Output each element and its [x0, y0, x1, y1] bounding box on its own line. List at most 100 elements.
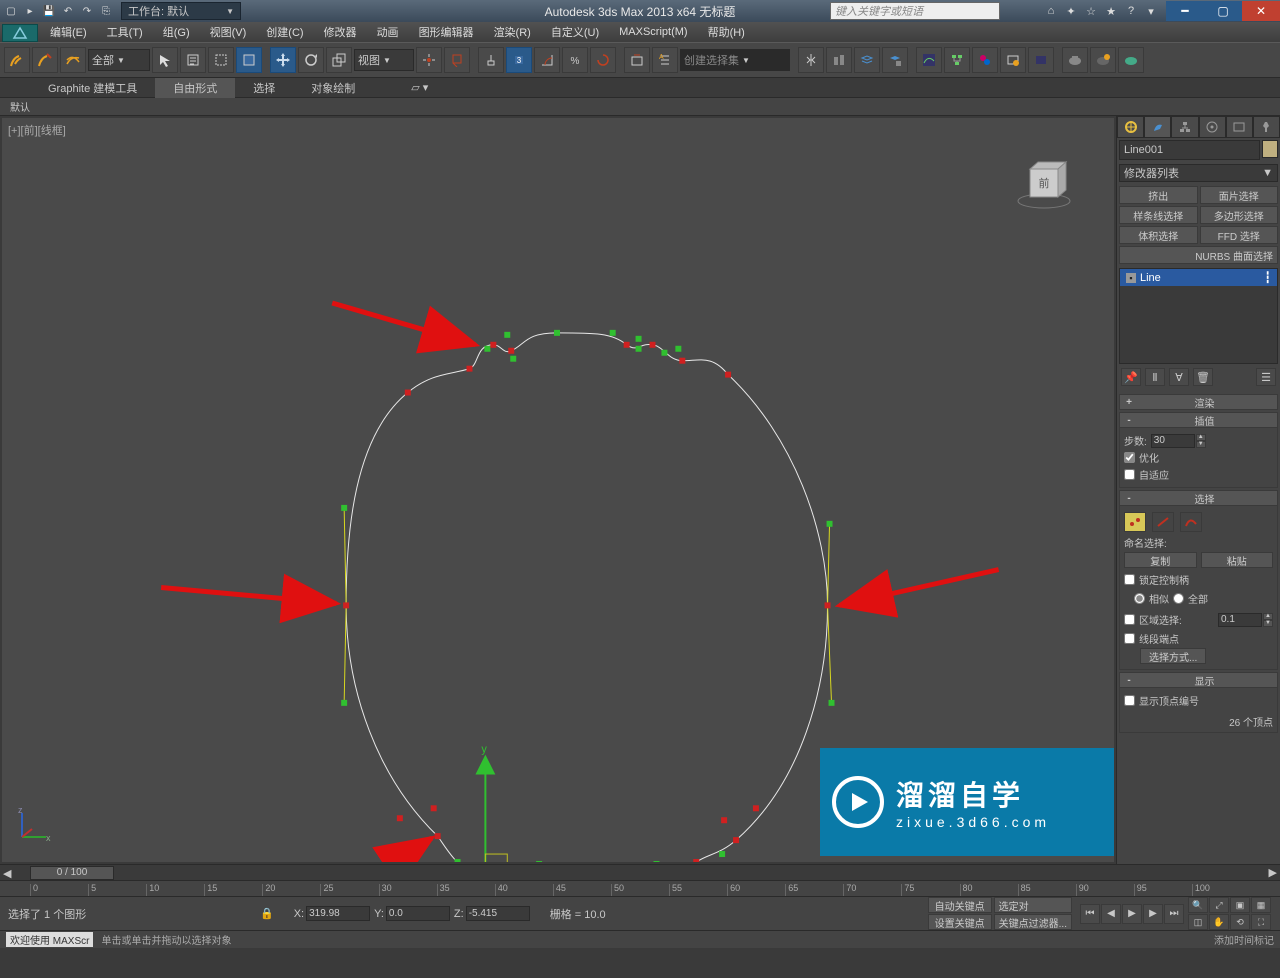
area-select-spinner[interactable]: ▲▼: [1218, 613, 1273, 627]
setkey-button[interactable]: 设置关键点: [928, 914, 992, 930]
object-color-swatch[interactable]: [1262, 140, 1278, 158]
paste-selection-button[interactable]: 粘贴: [1201, 552, 1274, 568]
rollout-render-header[interactable]: + 渲染: [1119, 394, 1278, 410]
window-minimize-button[interactable]: ━: [1166, 1, 1204, 21]
spinner-up-icon[interactable]: ▲: [1196, 434, 1206, 441]
menu-tools[interactable]: 工具(T): [97, 24, 153, 40]
ribbon-minimize-icon[interactable]: ▱ ▾: [393, 79, 446, 96]
use-pivot-center-icon[interactable]: [416, 47, 442, 73]
communication-icon[interactable]: ✦: [1062, 2, 1080, 20]
remove-mod-icon[interactable]: 🗑: [1193, 368, 1213, 386]
alike-radio[interactable]: 相似: [1134, 591, 1169, 606]
bind-spacewarp-icon[interactable]: [60, 47, 86, 73]
cmd-tab-modify[interactable]: [1144, 116, 1171, 138]
new-icon[interactable]: ▢: [2, 2, 20, 20]
trackbar-left-scroll-icon[interactable]: ◀: [3, 867, 11, 880]
mod-btn-ffdsel[interactable]: FFD 选择: [1200, 226, 1279, 244]
segment-end-checkbox[interactable]: 线段端点: [1124, 631, 1273, 646]
cmd-tab-hierarchy[interactable]: [1171, 116, 1198, 138]
layers-icon[interactable]: [854, 47, 880, 73]
ribbon-tab-freeform[interactable]: 自由形式: [155, 78, 235, 98]
ribbon-tab-objectpaint[interactable]: 对象绘制: [293, 78, 373, 98]
window-crossing-icon[interactable]: [236, 47, 262, 73]
cmd-tab-create[interactable]: [1117, 116, 1144, 138]
rollout-selection-header[interactable]: - 选择: [1119, 490, 1278, 506]
adaptive-checkbox[interactable]: 自适应: [1124, 467, 1273, 482]
zoom-extents-all-icon[interactable]: ▦: [1251, 897, 1271, 913]
menu-create[interactable]: 创建(C): [256, 24, 313, 40]
redo-icon[interactable]: ↷: [78, 2, 96, 20]
named-selection-dropdown[interactable]: 创建选择集▼: [680, 49, 790, 71]
pin-stack-icon[interactable]: 📌: [1121, 368, 1141, 386]
select-and-scale-icon[interactable]: [326, 47, 352, 73]
transform-x-input[interactable]: [306, 906, 370, 921]
cmd-tab-display[interactable]: [1226, 116, 1253, 138]
mod-btn-polysel[interactable]: 多边形选择: [1200, 206, 1279, 224]
subobj-vertex-icon[interactable]: [1124, 512, 1146, 532]
edit-named-sel-icon[interactable]: [624, 47, 650, 73]
menu-views[interactable]: 视图(V): [200, 24, 257, 40]
viewport-front[interactable]: [+][前][线框] 前: [2, 118, 1114, 862]
goto-end-icon[interactable]: ⏭: [1164, 904, 1184, 924]
menu-maxscript[interactable]: MAXScript(M): [609, 26, 697, 38]
window-close-button[interactable]: ✕: [1242, 1, 1280, 21]
percent-snap-icon[interactable]: %: [562, 47, 588, 73]
save-icon[interactable]: 💾: [40, 2, 58, 20]
menu-help[interactable]: 帮助(H): [698, 24, 755, 40]
window-maximize-button[interactable]: ▢: [1204, 1, 1242, 21]
spinner-snap-icon[interactable]: [590, 47, 616, 73]
track-bar-ruler[interactable]: 0510152025303540455055606570758085909510…: [0, 880, 1280, 896]
area-value-input[interactable]: [1218, 613, 1262, 627]
lock-handles-checkbox[interactable]: 锁定控制柄: [1124, 572, 1273, 587]
play-icon[interactable]: ▶: [1122, 904, 1142, 924]
object-name-field[interactable]: Line001: [1119, 140, 1260, 160]
favorites-icon[interactable]: ★: [1102, 2, 1120, 20]
modstack-item-line[interactable]: ▪ Line ┇: [1120, 269, 1277, 286]
menu-modifiers[interactable]: 修改器: [314, 24, 367, 40]
menu-customize[interactable]: 自定义(U): [541, 24, 609, 40]
link-icon[interactable]: ⎘: [97, 2, 115, 20]
modifier-stack[interactable]: ▪ Line ┇: [1119, 268, 1278, 364]
show-vertex-num-checkbox[interactable]: 显示顶点编号: [1124, 693, 1273, 708]
render-iterative-icon[interactable]: [1090, 47, 1116, 73]
named-sel-sets-icon[interactable]: A: [652, 47, 678, 73]
select-and-rotate-icon[interactable]: [298, 47, 324, 73]
time-slider[interactable]: 0 / 100: [30, 866, 114, 880]
render-prod-icon[interactable]: [1062, 47, 1088, 73]
make-unique-icon[interactable]: ∀: [1169, 368, 1189, 386]
ribbon-tab-graphite[interactable]: Graphite 建模工具: [30, 78, 155, 98]
keymode-dropdown[interactable]: 选定对: [994, 897, 1072, 913]
configure-sets-icon[interactable]: ☰: [1256, 368, 1276, 386]
steps-input[interactable]: [1151, 434, 1195, 448]
open-icon[interactable]: ▸: [21, 2, 39, 20]
subscription-icon[interactable]: ⌂: [1042, 2, 1060, 20]
workspace-dropdown[interactable]: 工作台: 默认 ▼: [121, 2, 241, 20]
time-slider-bar[interactable]: ◀ 0 / 100 ▶: [0, 864, 1280, 880]
curve-editor-icon[interactable]: [916, 47, 942, 73]
mod-btn-nurbssel[interactable]: NURBS 曲面选择: [1119, 246, 1278, 264]
all-radio[interactable]: 全部: [1173, 591, 1208, 606]
material-editor-icon[interactable]: [972, 47, 998, 73]
next-frame-icon[interactable]: ▶: [1143, 904, 1163, 924]
mod-btn-extrude[interactable]: 挤出: [1119, 186, 1198, 204]
rendered-frame-icon[interactable]: [1028, 47, 1054, 73]
fov-icon[interactable]: ◫: [1188, 914, 1208, 930]
prev-frame-icon[interactable]: ◀: [1101, 904, 1121, 924]
select-link-icon[interactable]: [4, 47, 30, 73]
pan-icon[interactable]: ✋: [1209, 914, 1229, 930]
subobj-spline-icon[interactable]: [1180, 512, 1202, 532]
menu-rendering[interactable]: 渲染(R): [484, 24, 541, 40]
menu-edit[interactable]: 编辑(E): [40, 24, 97, 40]
key-filters-button[interactable]: 关键点过滤器...: [994, 914, 1072, 930]
optimize-checkbox[interactable]: 优化: [1124, 450, 1273, 465]
application-button[interactable]: [2, 24, 38, 42]
rollout-interp-header[interactable]: - 插值: [1119, 412, 1278, 428]
selection-filter-dropdown[interactable]: 全部▼: [88, 49, 150, 71]
rollout-display-header[interactable]: - 显示: [1119, 672, 1278, 688]
menu-animation[interactable]: 动画: [367, 24, 409, 40]
transform-z-input[interactable]: [466, 906, 530, 921]
angle-snap-icon[interactable]: [534, 47, 560, 73]
show-end-result-icon[interactable]: Ⅱ: [1145, 368, 1165, 386]
autokey-button[interactable]: 自动关键点: [928, 897, 992, 913]
area-select-checkbox[interactable]: 区域选择:: [1124, 612, 1182, 627]
